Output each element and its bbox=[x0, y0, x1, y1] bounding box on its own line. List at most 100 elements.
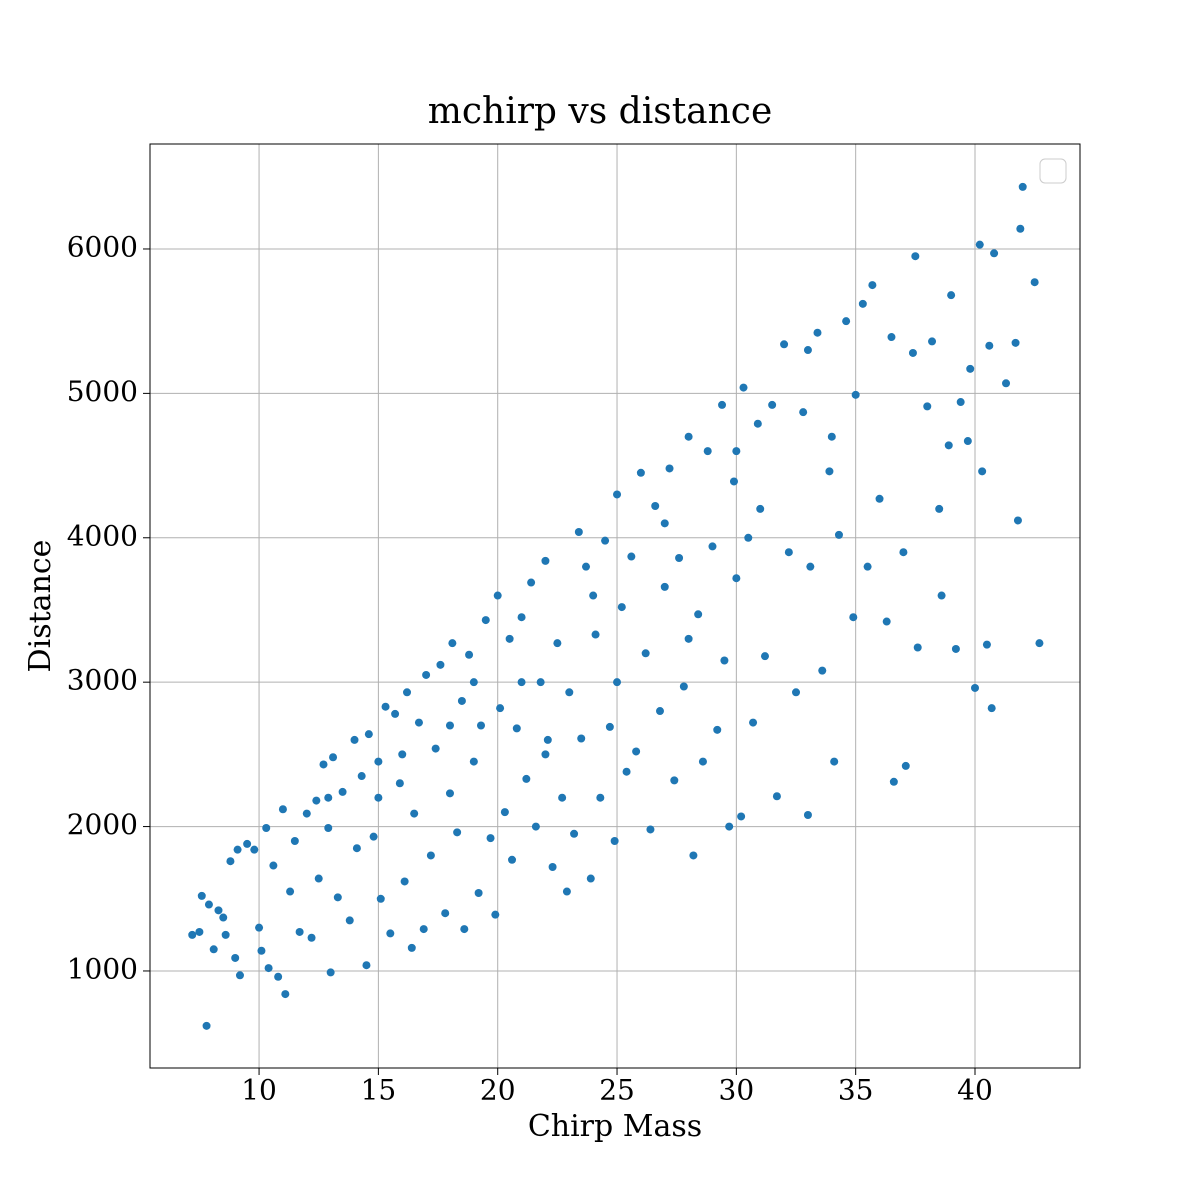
point bbox=[698, 757, 707, 766]
y-tick-label: 4000 bbox=[67, 519, 138, 552]
x-tick-label: 35 bbox=[838, 1074, 874, 1107]
legend bbox=[1039, 158, 1067, 184]
point bbox=[278, 805, 287, 814]
point bbox=[548, 862, 557, 871]
point bbox=[720, 656, 729, 665]
point bbox=[729, 477, 738, 486]
point bbox=[627, 552, 636, 561]
point bbox=[269, 861, 278, 870]
point bbox=[565, 688, 574, 697]
point bbox=[947, 291, 956, 300]
point bbox=[799, 408, 808, 417]
point bbox=[233, 845, 242, 854]
point bbox=[326, 968, 335, 977]
point bbox=[684, 432, 693, 441]
point bbox=[493, 591, 502, 600]
point bbox=[491, 910, 500, 919]
point bbox=[414, 718, 423, 727]
point bbox=[1018, 182, 1027, 191]
point bbox=[374, 757, 383, 766]
point bbox=[803, 811, 812, 820]
point bbox=[400, 877, 409, 886]
point bbox=[324, 793, 333, 802]
point bbox=[985, 341, 994, 350]
point bbox=[963, 437, 972, 446]
point bbox=[708, 542, 717, 551]
point bbox=[737, 812, 746, 821]
point bbox=[531, 822, 540, 831]
point bbox=[398, 750, 407, 759]
point bbox=[221, 930, 230, 939]
point bbox=[395, 779, 404, 788]
point bbox=[264, 964, 273, 973]
point bbox=[577, 734, 586, 743]
point bbox=[312, 796, 321, 805]
point bbox=[333, 893, 342, 902]
point bbox=[772, 792, 781, 801]
point bbox=[381, 702, 390, 711]
point bbox=[314, 874, 323, 883]
point bbox=[982, 640, 991, 649]
point bbox=[1002, 379, 1011, 388]
point bbox=[436, 660, 445, 669]
point bbox=[570, 829, 579, 838]
point bbox=[655, 707, 664, 716]
point bbox=[465, 650, 474, 659]
x-tick-label: 15 bbox=[361, 1074, 397, 1107]
point bbox=[410, 809, 419, 818]
point bbox=[204, 900, 213, 909]
point bbox=[899, 548, 908, 557]
point bbox=[601, 536, 610, 545]
point bbox=[622, 767, 631, 776]
point bbox=[364, 730, 373, 739]
point bbox=[744, 533, 753, 542]
point bbox=[660, 519, 669, 528]
point bbox=[928, 337, 937, 346]
point bbox=[834, 530, 843, 539]
point bbox=[541, 556, 550, 565]
point bbox=[426, 851, 435, 860]
point bbox=[660, 582, 669, 591]
point bbox=[806, 562, 815, 571]
point bbox=[541, 750, 550, 759]
point bbox=[827, 432, 836, 441]
point bbox=[460, 925, 469, 934]
point bbox=[295, 927, 304, 936]
point bbox=[849, 613, 858, 622]
point bbox=[302, 809, 311, 818]
point bbox=[319, 760, 328, 769]
point bbox=[431, 744, 440, 753]
point bbox=[219, 913, 228, 922]
point bbox=[582, 562, 591, 571]
x-tick-label: 30 bbox=[719, 1074, 755, 1107]
point bbox=[813, 328, 822, 337]
x-tick-label: 20 bbox=[480, 1074, 516, 1107]
point bbox=[262, 824, 271, 833]
point bbox=[505, 634, 514, 643]
point bbox=[818, 666, 827, 675]
point bbox=[231, 953, 240, 962]
point bbox=[792, 688, 801, 697]
point bbox=[725, 822, 734, 831]
point bbox=[703, 447, 712, 456]
point bbox=[243, 839, 252, 848]
point bbox=[422, 670, 431, 679]
point bbox=[496, 704, 505, 713]
point bbox=[391, 709, 400, 718]
point bbox=[214, 906, 223, 915]
point bbox=[694, 610, 703, 619]
point bbox=[517, 678, 526, 687]
point bbox=[689, 851, 698, 860]
point bbox=[851, 390, 860, 399]
point bbox=[830, 757, 839, 766]
y-axis-label: Distance bbox=[23, 540, 58, 673]
point bbox=[756, 504, 765, 513]
point bbox=[508, 855, 517, 864]
point bbox=[324, 824, 333, 833]
point bbox=[636, 468, 645, 477]
point bbox=[307, 933, 316, 942]
point bbox=[913, 643, 922, 652]
y-tick-label: 3000 bbox=[67, 664, 138, 697]
point bbox=[679, 682, 688, 691]
point bbox=[591, 630, 600, 639]
